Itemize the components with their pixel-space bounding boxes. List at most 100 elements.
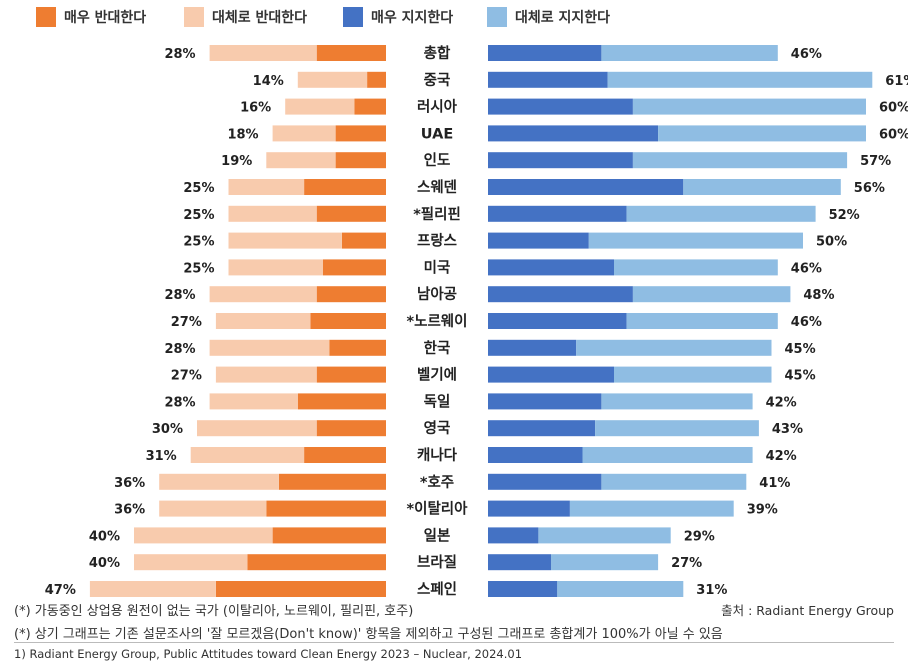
support-total-label: 46% <box>791 47 822 62</box>
bar-somewhat-support <box>683 179 841 195</box>
legend-swatch-somewhat-oppose <box>184 7 204 27</box>
bar-somewhat-support <box>632 152 848 169</box>
category-label: 한국 <box>424 340 451 357</box>
bar-somewhat-oppose <box>228 179 305 195</box>
bar-strongly-oppose <box>316 205 386 222</box>
support-total-label: 50% <box>816 235 847 250</box>
support-total-label: 41% <box>759 476 790 491</box>
bar-somewhat-support <box>632 98 866 115</box>
bar-somewhat-support <box>601 393 753 410</box>
oppose-total-label: 30% <box>152 422 183 437</box>
footer-divider <box>14 642 894 643</box>
bar-somewhat-support <box>582 447 753 463</box>
bar-strongly-oppose <box>335 152 386 169</box>
category-label: *필리핀 <box>413 205 461 223</box>
source-credit: 출처 : Radiant Energy Group <box>721 603 894 618</box>
bar-strongly-support <box>488 527 539 544</box>
oppose-total-label: 36% <box>114 503 145 518</box>
bar-somewhat-oppose <box>228 205 317 222</box>
bar-strongly-support <box>488 473 602 490</box>
bar-strongly-oppose <box>354 98 386 115</box>
oppose-total-label: 19% <box>221 154 252 169</box>
bar-strongly-support <box>488 179 684 195</box>
bar-strongly-support <box>488 71 608 88</box>
oppose-total-label: 28% <box>164 288 195 303</box>
category-label: 스페인 <box>417 580 457 598</box>
category-label: 일본 <box>424 527 451 544</box>
support-total-label: 42% <box>766 449 797 464</box>
bar-somewhat-oppose <box>134 527 273 544</box>
support-total-label: 57% <box>860 154 891 169</box>
bar-strongly-oppose <box>215 581 386 597</box>
bar-strongly-support <box>488 232 589 249</box>
bar-strongly-oppose <box>266 500 386 517</box>
bar-strongly-oppose <box>316 286 386 303</box>
bar-strongly-oppose <box>278 473 386 490</box>
bar-strongly-oppose <box>316 366 386 383</box>
category-label: 인도 <box>424 151 451 169</box>
bar-somewhat-oppose <box>209 45 317 61</box>
category-label: 미국 <box>424 259 451 276</box>
oppose-total-label: 16% <box>240 101 271 116</box>
bar-strongly-oppose <box>247 554 386 571</box>
legend-item-somewhat-oppose: 대체로 반대한다 <box>184 6 307 28</box>
bar-somewhat-support <box>557 581 684 597</box>
support-total-label: 39% <box>747 503 778 518</box>
support-total-label: 46% <box>791 261 822 276</box>
legend-label: 대체로 반대한다 <box>212 10 308 26</box>
bar-somewhat-oppose <box>215 313 311 329</box>
oppose-total-label: 25% <box>183 261 214 276</box>
bar-strongly-support <box>488 98 633 115</box>
category-label: 영국 <box>424 419 451 437</box>
bar-somewhat-support <box>658 125 866 142</box>
bar-strongly-oppose <box>304 179 386 195</box>
legend-item-strongly-support: 매우 지지한다 <box>343 6 453 28</box>
oppose-total-label: 28% <box>164 342 195 357</box>
bar-strongly-oppose <box>329 339 386 356</box>
oppose-total-label: 25% <box>183 208 214 223</box>
category-label: 독일 <box>424 393 451 410</box>
support-total-label: 48% <box>803 288 834 303</box>
bar-strongly-support <box>488 313 627 329</box>
oppose-total-label: 27% <box>171 369 202 384</box>
support-total-label: 60% <box>879 101 908 116</box>
bar-somewhat-support <box>614 366 772 383</box>
bar-somewhat-support <box>601 45 778 61</box>
legend-item-strongly-oppose: 매우 반대한다 <box>36 6 146 28</box>
oppose-total-label: 31% <box>146 449 177 464</box>
bar-somewhat-oppose <box>159 473 279 490</box>
legend-label: 매우 지지한다 <box>371 10 454 26</box>
legend-label: 매우 반대한다 <box>64 10 147 26</box>
category-label: *이탈리아 <box>407 501 469 518</box>
bar-somewhat-support <box>576 339 772 356</box>
bar-somewhat-oppose <box>209 286 317 303</box>
bar-somewhat-support <box>538 527 671 544</box>
support-total-label: 31% <box>696 583 727 598</box>
bar-strongly-oppose <box>341 232 386 249</box>
category-label: 프랑스 <box>417 232 457 250</box>
category-label: 스웨덴 <box>417 178 457 196</box>
bar-strongly-support <box>488 205 627 222</box>
support-total-label: 43% <box>772 422 803 437</box>
bar-somewhat-oppose <box>134 554 248 571</box>
bar-strongly-support <box>488 259 614 276</box>
category-label: 중국 <box>424 72 451 89</box>
legend-swatch-strongly-support <box>343 7 363 27</box>
bar-somewhat-oppose <box>285 98 355 115</box>
bar-somewhat-support <box>588 232 803 249</box>
diverging-bar-chart: 28% 총합 46% 14% 중국 61% 16% 러시아 60% 18% UAE 60% 19% 인도 5… <box>45 45 908 598</box>
bar-somewhat-support <box>626 313 778 329</box>
bar-strongly-oppose <box>316 420 386 437</box>
legend: 매우 반대한다 대체로 반대한다 매우 지지한다 대체로 지지한다 <box>0 6 908 30</box>
bar-strongly-support <box>488 581 558 597</box>
bar-somewhat-oppose <box>209 393 298 410</box>
bar-strongly-support <box>488 554 551 571</box>
bar-strongly-oppose <box>323 259 386 276</box>
support-total-label: 42% <box>766 395 797 410</box>
bar-strongly-oppose <box>310 313 386 329</box>
oppose-total-label: 36% <box>114 476 145 491</box>
bar-somewhat-oppose <box>228 259 323 276</box>
reference-citation: 1) Radiant Energy Group, Public Attitude… <box>14 647 523 661</box>
bar-strongly-oppose <box>272 527 386 544</box>
legend-swatch-strongly-oppose <box>36 7 56 27</box>
